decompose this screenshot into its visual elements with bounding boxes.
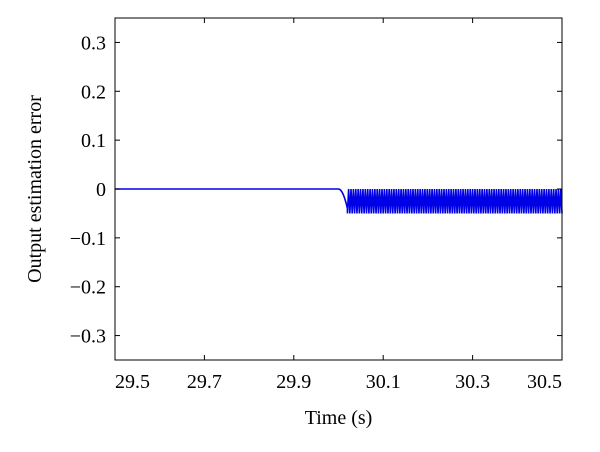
x-tick-label: 30.3 — [455, 371, 490, 393]
x-tick-label: 29.7 — [187, 371, 222, 393]
y-tick-label: 0.1 — [81, 130, 106, 152]
x-ticks: 29.5 29.7 29.9 30.1 30.3 30.5 — [114, 18, 563, 393]
series-layer — [115, 188, 563, 214]
x-axis-label: Time (s) — [305, 407, 373, 429]
y-tick-label: −0.1 — [70, 228, 106, 250]
series-line — [115, 188, 563, 214]
y-tick-label: 0 — [96, 179, 106, 201]
x-tick-label: 30.5 — [527, 371, 562, 393]
y-tick-label: 0.2 — [81, 81, 106, 103]
y-tick-label: −0.3 — [70, 326, 106, 348]
x-tick-label: 29.5 — [115, 371, 150, 393]
y-tick-label: −0.2 — [70, 277, 106, 299]
y-axis-label: Output estimation error — [24, 95, 46, 283]
y-ticks: 0.3 0.2 0.1 0 −0.1 −0.2 −0.3 — [70, 32, 562, 348]
x-tick-label: 30.1 — [366, 371, 401, 393]
x-tick-label: 29.9 — [276, 371, 311, 393]
y-tick-label: 0.3 — [81, 32, 106, 54]
